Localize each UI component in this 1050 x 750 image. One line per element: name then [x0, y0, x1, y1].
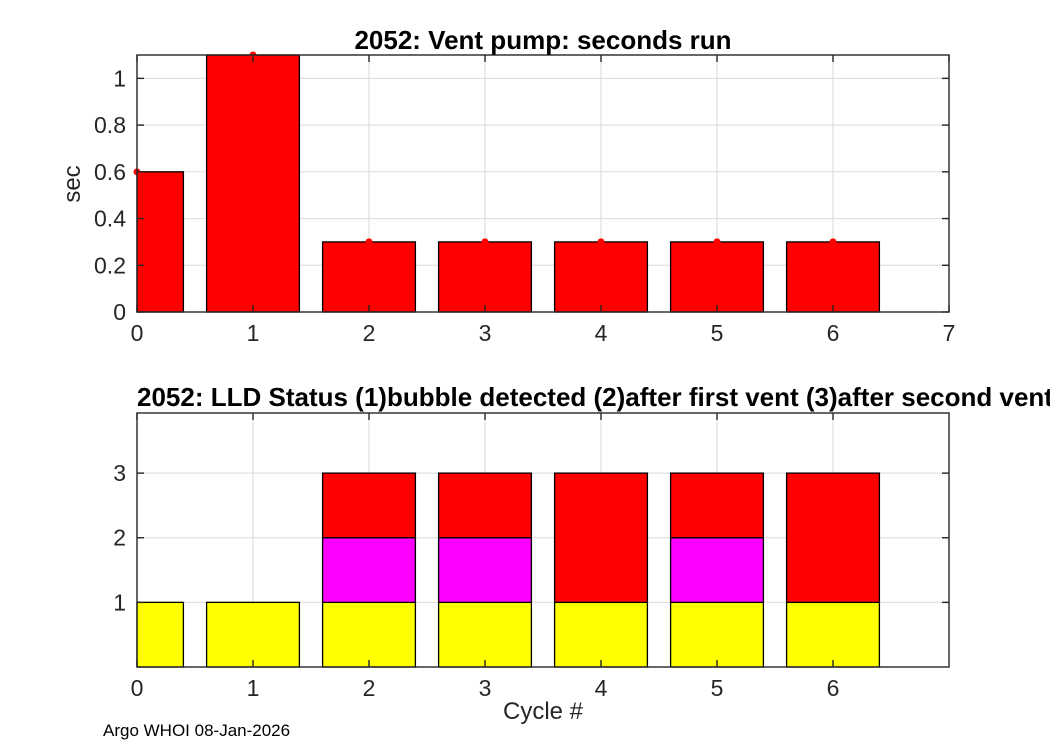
- x-axis-label-cycle: Cycle #: [502, 698, 584, 725]
- y-tick-label: 0: [113, 299, 126, 325]
- x-tick-label: 1: [247, 675, 260, 701]
- stack-segment-cycle-3: [437, 537, 533, 604]
- stack-segment-cycle-6: [785, 601, 881, 668]
- bar-cycle-6: [785, 241, 881, 313]
- stack-segment-cycle-5: [669, 537, 765, 604]
- stack-segment-cycle-6: [785, 472, 881, 604]
- x-tick-label: 6: [827, 675, 840, 701]
- x-tick-label: 1: [247, 320, 260, 346]
- y-axis-label-text: sec: [59, 165, 86, 203]
- stack-segment-cycle-1: [205, 601, 301, 668]
- bar-marker: [713, 238, 721, 246]
- x-tick-label: 4: [595, 675, 608, 701]
- bar-cycle-4: [553, 241, 649, 313]
- stack-segment-cycle-2: [321, 537, 417, 604]
- y-tick-label: 1: [113, 589, 126, 615]
- lld-status-chart-title: 2052: LLD Status (1)bubble detected (2)a…: [137, 382, 1050, 412]
- y-tick-label: 3: [113, 460, 126, 486]
- x-tick-label: 6: [827, 320, 840, 346]
- figure-footer: Argo WHOI 08-Jan-2026: [103, 721, 291, 740]
- bar-cycle-2: [321, 241, 417, 313]
- bar-cycle-0: [136, 171, 185, 313]
- x-tick-label: 5: [711, 320, 724, 346]
- bar-cycle-5: [669, 241, 765, 313]
- y-tick-label: 0.8: [94, 112, 126, 138]
- y-tick-label: 2: [113, 525, 126, 551]
- stack-segment-cycle-5: [669, 601, 765, 668]
- stack-segment-cycle-5: [669, 472, 765, 539]
- y-tick-label: 0.2: [94, 252, 126, 278]
- bar-cycle-3: [437, 241, 533, 313]
- stack-segment-cycle-4: [553, 472, 649, 604]
- bar-cycle-1: [205, 54, 301, 313]
- bar-marker: [365, 238, 373, 246]
- stack-segment-cycle-2: [321, 601, 417, 668]
- x-tick-label: 4: [595, 320, 608, 346]
- x-tick-label: 7: [943, 320, 956, 346]
- x-tick-label: 0: [131, 320, 144, 346]
- y-tick-label: 0.4: [94, 206, 126, 232]
- x-tick-label: 0: [131, 675, 144, 701]
- stack-segment-cycle-0: [136, 601, 185, 668]
- x-tick-label: 3: [479, 320, 492, 346]
- vent-pump-chart-title: 2052: Vent pump: seconds run: [354, 25, 732, 55]
- x-tick-label: 2: [363, 320, 376, 346]
- axes-box: [136, 412, 950, 668]
- stack-segment-cycle-3: [437, 472, 533, 539]
- bar-marker: [597, 238, 605, 246]
- stack-segment-cycle-2: [321, 472, 417, 539]
- y-tick-label: 0.6: [94, 159, 126, 185]
- stack-segment-cycle-4: [553, 601, 649, 668]
- x-tick-label: 5: [711, 675, 724, 701]
- axes-box: [136, 54, 950, 313]
- stack-segment-cycle-3: [437, 601, 533, 668]
- x-tick-label: 2: [363, 675, 376, 701]
- bar-marker: [481, 238, 489, 246]
- x-tick-label: 3: [479, 675, 492, 701]
- bar-marker: [829, 238, 837, 246]
- y-tick-label: 1: [113, 65, 126, 91]
